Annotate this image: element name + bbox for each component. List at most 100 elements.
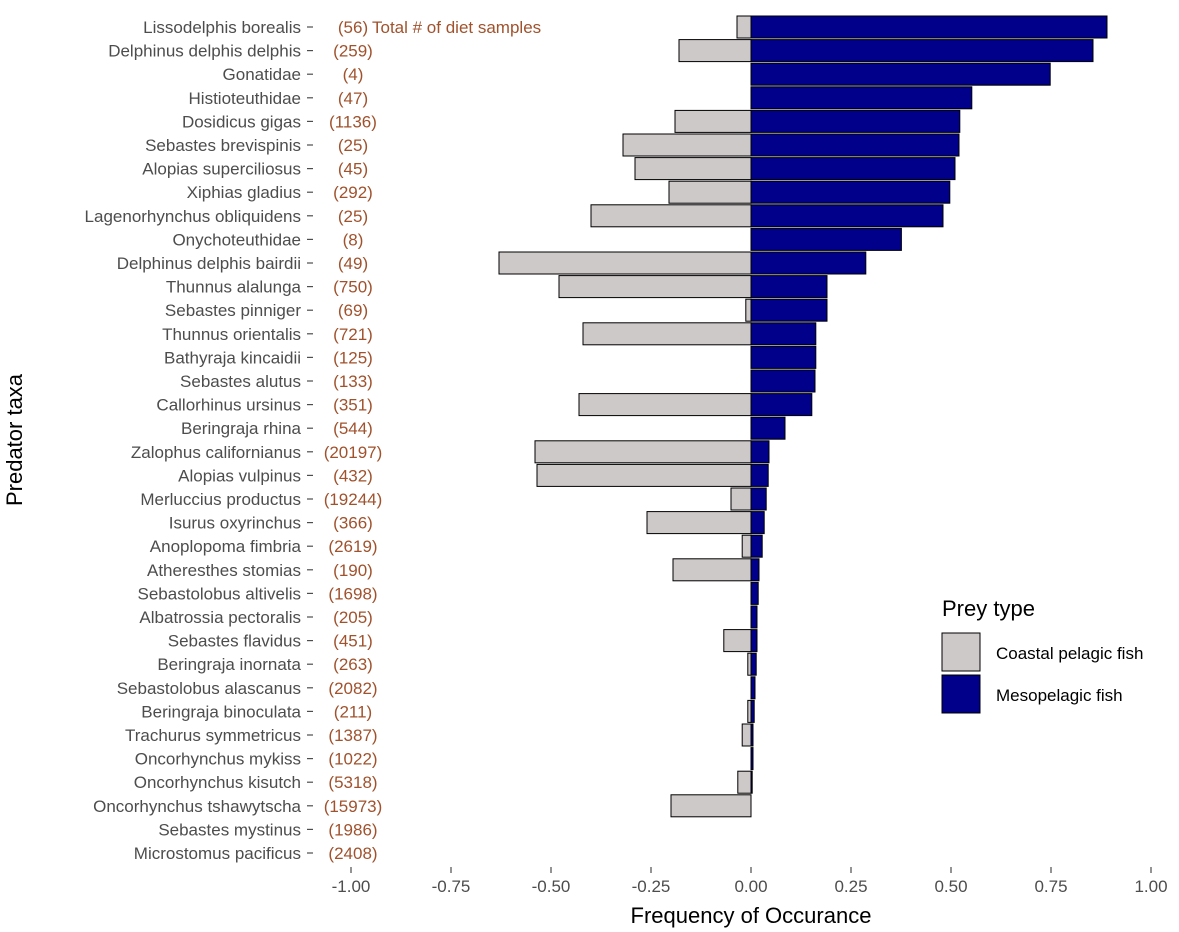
bar-mesopelagic (750, 180, 951, 204)
predator-label: Sebastolobus alascanus (117, 679, 301, 698)
total-samples-annotation: Total # of diet samples (372, 18, 541, 37)
bar-mesopelagic (750, 747, 754, 771)
predator-label: Beringraja rhina (181, 419, 302, 438)
bar-mesopelagic (750, 298, 828, 322)
predator-label: Bathyraja kincaidii (164, 348, 301, 367)
sample-count-label: (1986) (328, 820, 377, 839)
sample-count-label: (2082) (328, 679, 377, 698)
x-tick-label: 1.00 (1134, 877, 1167, 896)
predator-labels: Lissodelphis borealis Delphinus delphis d… (85, 18, 313, 863)
sample-count-label: (259) (333, 42, 373, 61)
bar-mesopelagic (750, 62, 1051, 86)
sample-count-label: (721) (333, 325, 373, 344)
bar-mesopelagic (750, 581, 759, 605)
predator-label: Thunnus alalunga (166, 278, 302, 297)
predator-label: Oncorhynchus tshawytscha (93, 797, 301, 816)
x-tick-label: -0.50 (532, 877, 571, 896)
predator-label: Thunnus orientalis (162, 325, 301, 344)
sample-count-label: (8) (343, 230, 364, 249)
sample-count-label: (211) (334, 702, 372, 721)
bar-mesopelagic (750, 676, 756, 700)
predator-label: Merluccius productus (140, 490, 301, 509)
predator-label: Isurus oxyrinchus (169, 514, 301, 533)
predator-label: Sebastes brevispinis (145, 136, 301, 155)
sample-count-label: (432) (333, 466, 373, 485)
sample-count-label: (205) (333, 608, 373, 627)
predator-label: Anoplopoma fimbria (150, 537, 302, 556)
predator-label: Microstomus pacificus (134, 844, 301, 863)
predator-label: Sebastes pinniger (165, 301, 301, 320)
bar-mesopelagic (750, 416, 786, 440)
legend-title: Prey type (942, 596, 1035, 621)
bar-mesopelagic (750, 345, 817, 369)
bar-mesopelagic (750, 157, 956, 181)
coastal-series-bars (498, 15, 752, 818)
bar-coastal (578, 393, 752, 417)
bar-mesopelagic (750, 204, 944, 228)
bar-mesopelagic (750, 109, 961, 133)
predator-label: Gonatidae (223, 65, 301, 84)
predator-label: Sebastes mystinus (158, 820, 301, 839)
bar-mesopelagic (750, 652, 757, 676)
bar-coastal (536, 463, 752, 487)
bar-mesopelagic (750, 322, 817, 346)
x-tick-label: 0.00 (734, 877, 767, 896)
predator-label: Alopias superciliosus (142, 160, 301, 179)
bar-mesopelagic (750, 487, 767, 511)
bar-mesopelagic (750, 393, 813, 417)
bar-coastal (646, 511, 752, 535)
bar-mesopelagic (750, 511, 765, 535)
sample-count-label: (1136) (329, 112, 377, 131)
bar-mesopelagic (750, 723, 754, 747)
bar-mesopelagic (750, 440, 770, 464)
bar-coastal (745, 298, 752, 322)
predator-label: Trachurus symmetricus (125, 726, 301, 745)
bar-mesopelagic (750, 133, 960, 157)
x-axis-title: Frequency of Occurance (631, 903, 872, 928)
legend-label-mesopelagic: Mesopelagic fish (996, 686, 1123, 705)
bar-coastal (590, 204, 752, 228)
bar-coastal (582, 322, 752, 346)
bar-mesopelagic (750, 369, 816, 393)
sample-count-label: (56) (338, 18, 368, 37)
sample-count-label: (366) (333, 514, 373, 533)
sample-count-label: (19244) (324, 490, 383, 509)
predator-label: Dosidicus gigas (182, 112, 301, 131)
x-tick-label: 0.50 (934, 877, 967, 896)
sample-count-label: (750) (333, 278, 373, 297)
bar-coastal (670, 794, 752, 818)
predator-label: Histioteuthidae (189, 89, 301, 108)
bar-mesopelagic (750, 227, 902, 251)
bar-mesopelagic (750, 629, 758, 653)
x-tick-label: 0.25 (834, 877, 867, 896)
sample-count-label: (1022) (328, 750, 377, 769)
sample-count-label: (292) (333, 183, 373, 202)
sample-count-label: (133) (333, 372, 373, 391)
sample-count-label: (1698) (328, 584, 377, 603)
bar-coastal (741, 723, 752, 747)
predator-label: Alopias vulpinus (178, 466, 301, 485)
predator-label: Beringraja inornata (157, 655, 301, 674)
legend-swatch-mesopelagic (941, 674, 981, 714)
predator-label: Lagenorhynchus obliquidens (85, 207, 301, 226)
sample-count-label: (47) (338, 89, 368, 108)
bar-coastal (723, 629, 752, 653)
x-tick-label: -0.25 (632, 877, 671, 896)
x-tick-label: -1.00 (332, 877, 371, 896)
bar-coastal (678, 39, 752, 63)
y-axis-title: Predator taxa (2, 373, 27, 506)
predator-label: Callorhinus ursinus (156, 396, 301, 415)
bar-mesopelagic (750, 699, 755, 723)
sample-count-label: (15973) (324, 797, 383, 816)
bar-mesopelagic (750, 275, 828, 299)
legend: Prey type Coastal pelagic fish Mesopelag… (941, 596, 1143, 714)
sample-count-label: (451) (333, 632, 373, 651)
bar-mesopelagic (750, 770, 753, 794)
legend-swatch-coastal (941, 632, 981, 672)
bar-coastal (741, 534, 752, 558)
bar-coastal (498, 251, 752, 275)
sample-count-label: (4) (343, 65, 364, 84)
bar-mesopelagic (750, 605, 758, 629)
sample-count-label: (2619) (328, 537, 377, 556)
